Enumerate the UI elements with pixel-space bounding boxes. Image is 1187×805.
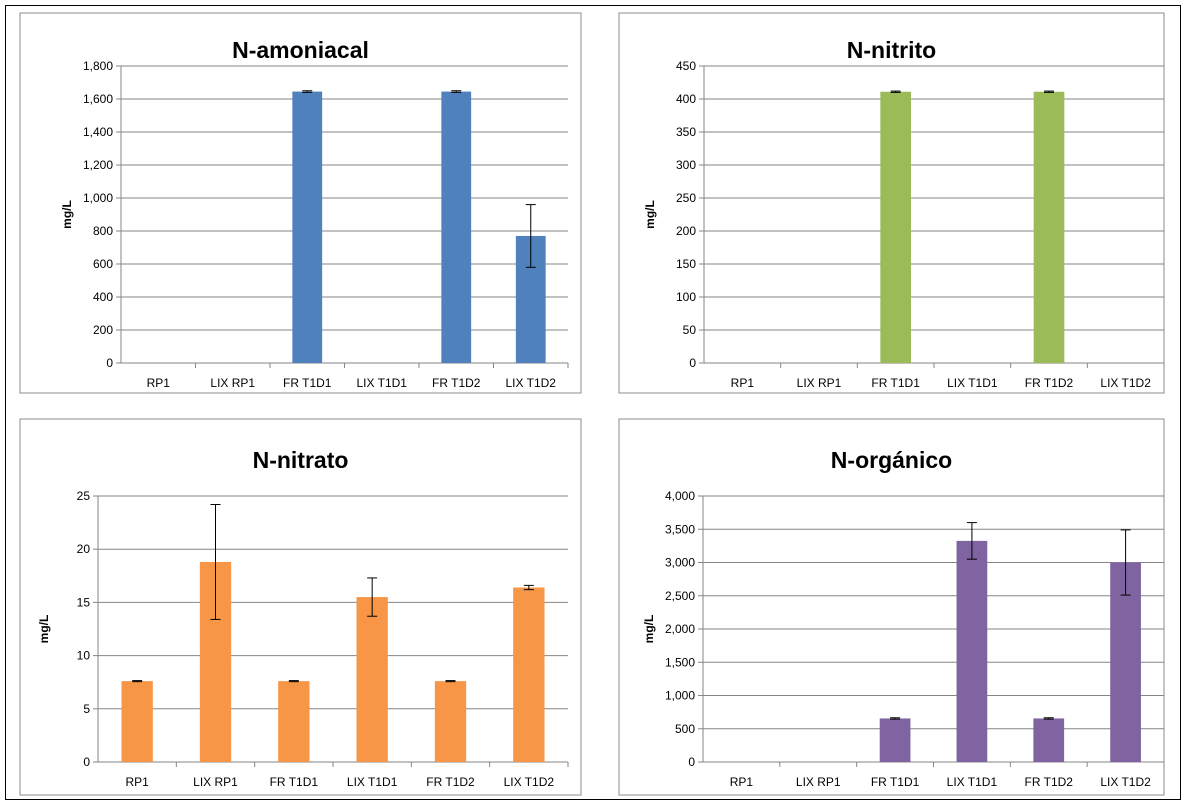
y-tick-label: 4,000 (665, 489, 695, 503)
y-tick-label: 20 (77, 542, 91, 556)
y-tick-label: 1,000 (665, 689, 695, 703)
chart-panel-n-nitrito: N-nitrito 0 50 100 150 200 250 300 350 400 450 mg/L… (618, 12, 1165, 394)
bar-fr-t1d2 (1033, 718, 1065, 762)
y-tick-label: 10 (77, 649, 91, 663)
bar-fr-t1d1 (880, 91, 911, 364)
category-label: RP1 (147, 376, 171, 390)
y-tick-label: 0 (106, 356, 113, 370)
y-tick-label: 150 (676, 257, 696, 271)
y-tick-label: 1,200 (83, 158, 113, 172)
bar-lix-t1d1 (956, 540, 988, 762)
y-tick-label: 250 (676, 191, 696, 205)
chart-panel-n-nitrato: N-nitrato 0 5 10 15 20 25 mg/L RP1 LIX RP1 FR T1D1… (19, 418, 582, 796)
y-tick-label: 2,000 (665, 622, 695, 636)
y-tick-label: 200 (676, 224, 696, 238)
category-label: FR T1D2 (1025, 376, 1074, 390)
y-tick-label: 3,000 (665, 556, 695, 570)
y-axis-label: mg/L (642, 615, 656, 644)
chart-panel-n-organico: N-orgánico 0 500 1,000 1,500 2,000 2,500 3,000 3… (618, 418, 1165, 796)
y-tick-label: 1,800 (83, 59, 113, 73)
category-label: FR T1D1 (871, 376, 920, 390)
y-tick-label: 1,400 (83, 125, 113, 139)
chart-title: N-amoniacal (232, 37, 369, 63)
y-tick-label: 0 (689, 356, 696, 370)
category-label: FR T1D1 (283, 376, 332, 390)
y-tick-label: 500 (675, 722, 695, 736)
y-tick-label: 600 (93, 257, 113, 271)
category-label: LIX T1D2 (504, 775, 555, 789)
y-tick-label: 200 (93, 323, 113, 337)
y-tick-label: 1,600 (83, 92, 113, 106)
y-tick-label: 100 (676, 290, 696, 304)
category-label: FR T1D1 (871, 775, 920, 789)
category-label: LIX T1D1 (347, 775, 398, 789)
chart-title: N-nitrato (253, 447, 349, 473)
bar-fr-t1d1 (879, 718, 911, 762)
category-label: LIX T1D2 (506, 376, 557, 390)
category-label: LIX T1D1 (357, 376, 408, 390)
y-tick-label: 1,500 (665, 655, 695, 669)
y-tick-label: 450 (676, 59, 696, 73)
y-tick-label: 400 (676, 92, 696, 106)
y-tick-label: 50 (683, 323, 697, 337)
category-label: LIX RP1 (796, 775, 841, 789)
category-label: LIX T1D1 (947, 376, 998, 390)
y-tick-label: 800 (93, 224, 113, 238)
y-tick-label: 15 (77, 595, 91, 609)
bar-fr-t1d2 (441, 91, 472, 363)
y-tick-label: 3,500 (665, 522, 695, 536)
category-label: RP1 (125, 775, 149, 789)
chart-panel-n-amoniacal: N-amoniacal 0 200 400 600 800 1,000 1,200 1,400 1… (19, 12, 582, 394)
category-label: FR T1D2 (426, 775, 475, 789)
y-tick-label: 1,000 (83, 191, 113, 205)
chart-title: N-orgánico (831, 447, 952, 473)
category-label: RP1 (731, 376, 755, 390)
category-label: RP1 (730, 775, 754, 789)
y-tick-label: 25 (77, 489, 91, 503)
bar-lix-t1d2 (513, 587, 545, 762)
bar-fr-t1d2 (1033, 91, 1065, 364)
bar-rp1 (121, 681, 153, 762)
y-tick-label: 300 (676, 158, 696, 172)
y-tick-label: 0 (83, 755, 90, 769)
category-label: FR T1D2 (1025, 775, 1074, 789)
y-tick-label: 2,500 (665, 589, 695, 603)
category-label: FR T1D1 (270, 775, 319, 789)
y-tick-label: 0 (688, 755, 695, 769)
category-label: LIX RP1 (210, 376, 255, 390)
y-tick-label: 400 (93, 290, 113, 304)
category-label: LIX T1D2 (1100, 376, 1151, 390)
bar-fr-t1d1 (292, 91, 323, 363)
category-label: LIX T1D1 (947, 775, 998, 789)
y-tick-label: 5 (83, 702, 90, 716)
y-tick-label: 350 (676, 125, 696, 139)
bar-fr-t1d1 (278, 681, 310, 762)
y-axis-label: mg/L (60, 200, 74, 229)
bar-lix-t1d1 (356, 597, 388, 762)
bar-lix-t1d2 (1110, 562, 1141, 762)
category-label: FR T1D2 (432, 376, 481, 390)
y-axis-label: mg/L (643, 200, 657, 229)
y-axis-label: mg/L (37, 615, 51, 644)
category-label: LIX T1D2 (1100, 775, 1151, 789)
category-label: LIX RP1 (797, 376, 842, 390)
bar-fr-t1d2 (434, 681, 467, 762)
chart-title: N-nitrito (847, 37, 936, 63)
category-label: LIX RP1 (193, 775, 238, 789)
